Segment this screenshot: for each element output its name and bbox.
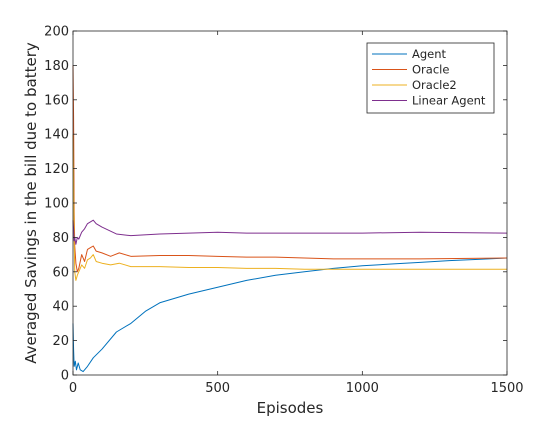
- y-tick-label: 40: [52, 300, 69, 315]
- y-tick-label: 200: [44, 25, 69, 40]
- y-tick-label: 140: [44, 128, 69, 143]
- y-tick-label: 100: [44, 197, 69, 212]
- ticks-layer: 0 500 1000 1500 0 20 40 60 80 100 120 140 160 180 200: [44, 25, 523, 397]
- x-tick-label: 0: [69, 381, 77, 396]
- series-line-3: [72, 219, 508, 245]
- series-layer: [72, 65, 508, 373]
- series-line-0: [72, 257, 508, 373]
- x-axis-title: Episodes: [257, 399, 324, 417]
- series-line-1: [72, 65, 508, 273]
- series-line-2: [72, 134, 507, 281]
- legend-label-2: Oracle2: [412, 78, 457, 92]
- legend-label-1: Oracle: [412, 63, 449, 77]
- y-tick-label: 80: [52, 231, 69, 246]
- x-tick-label: 500: [205, 381, 230, 396]
- y-tick-label: 60: [52, 265, 69, 280]
- legend-box: [366, 42, 495, 114]
- y-tick-label: 20: [52, 334, 69, 349]
- y-tick-label: 0: [61, 369, 69, 384]
- y-axis-title: Averaged Savings in the bill due to batt…: [22, 42, 40, 364]
- y-tick-label: 120: [44, 162, 69, 177]
- legend-label-0: Agent: [412, 47, 447, 61]
- y-tick-label: 180: [44, 59, 69, 74]
- legend-label-3: Linear Agent: [412, 94, 486, 108]
- x-tick-label: 1000: [346, 381, 379, 396]
- x-tick-label: 1500: [490, 381, 523, 396]
- y-tick-label: 160: [44, 93, 69, 108]
